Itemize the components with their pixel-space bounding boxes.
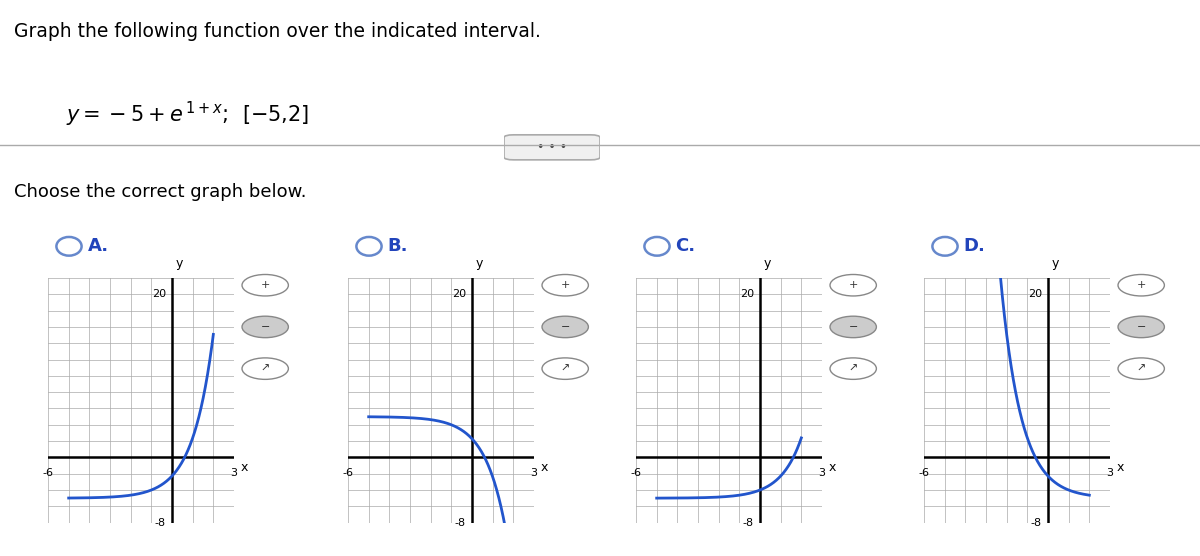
Text: y: y — [475, 257, 482, 270]
Circle shape — [242, 275, 288, 296]
Text: -8: -8 — [455, 518, 466, 528]
Text: x: x — [541, 461, 548, 474]
Text: x: x — [241, 461, 248, 474]
Text: +: + — [1136, 280, 1146, 290]
Circle shape — [242, 316, 288, 337]
Text: x: x — [829, 461, 836, 474]
Circle shape — [1118, 316, 1164, 337]
Circle shape — [1118, 358, 1164, 379]
Text: 20: 20 — [451, 289, 466, 299]
Circle shape — [542, 358, 588, 379]
Circle shape — [1118, 275, 1164, 296]
Text: -6: -6 — [42, 468, 54, 478]
Text: 3: 3 — [818, 468, 826, 478]
Text: x: x — [1117, 461, 1124, 474]
Text: ↗: ↗ — [848, 364, 858, 374]
Text: 20: 20 — [1027, 289, 1042, 299]
Circle shape — [542, 316, 588, 337]
Text: y: y — [1051, 257, 1058, 270]
Text: −: − — [1136, 322, 1146, 332]
Text: B.: B. — [388, 237, 408, 255]
Text: −: − — [260, 322, 270, 332]
Text: y: y — [763, 257, 770, 270]
Text: -6: -6 — [918, 468, 930, 478]
Circle shape — [830, 358, 876, 379]
Text: D.: D. — [964, 237, 985, 255]
Text: Choose the correct graph below.: Choose the correct graph below. — [14, 183, 307, 201]
Text: +: + — [260, 280, 270, 290]
Text: -6: -6 — [630, 468, 642, 478]
Text: 3: 3 — [530, 468, 538, 478]
Text: ↗: ↗ — [260, 364, 270, 374]
Text: • • •: • • • — [536, 141, 568, 154]
Text: $y = -5 + e^{\,1+x}$;  [−5,2]: $y = -5 + e^{\,1+x}$; [−5,2] — [66, 100, 310, 130]
Text: −: − — [560, 322, 570, 332]
Text: 20: 20 — [151, 289, 166, 299]
Circle shape — [542, 275, 588, 296]
Text: Graph the following function over the indicated interval.: Graph the following function over the in… — [14, 22, 541, 41]
Circle shape — [242, 358, 288, 379]
Circle shape — [830, 316, 876, 337]
Text: -8: -8 — [155, 518, 166, 528]
Text: 20: 20 — [739, 289, 754, 299]
Text: ↗: ↗ — [560, 364, 570, 374]
Circle shape — [830, 275, 876, 296]
Text: C.: C. — [676, 237, 696, 255]
Text: -8: -8 — [1031, 518, 1042, 528]
FancyBboxPatch shape — [504, 135, 600, 160]
Text: -6: -6 — [342, 468, 354, 478]
Text: ↗: ↗ — [1136, 364, 1146, 374]
Text: −: − — [848, 322, 858, 332]
Text: y: y — [175, 257, 182, 270]
Text: 3: 3 — [230, 468, 238, 478]
Text: A.: A. — [88, 237, 109, 255]
Text: -8: -8 — [743, 518, 754, 528]
Text: 3: 3 — [1106, 468, 1114, 478]
Text: +: + — [848, 280, 858, 290]
Text: +: + — [560, 280, 570, 290]
